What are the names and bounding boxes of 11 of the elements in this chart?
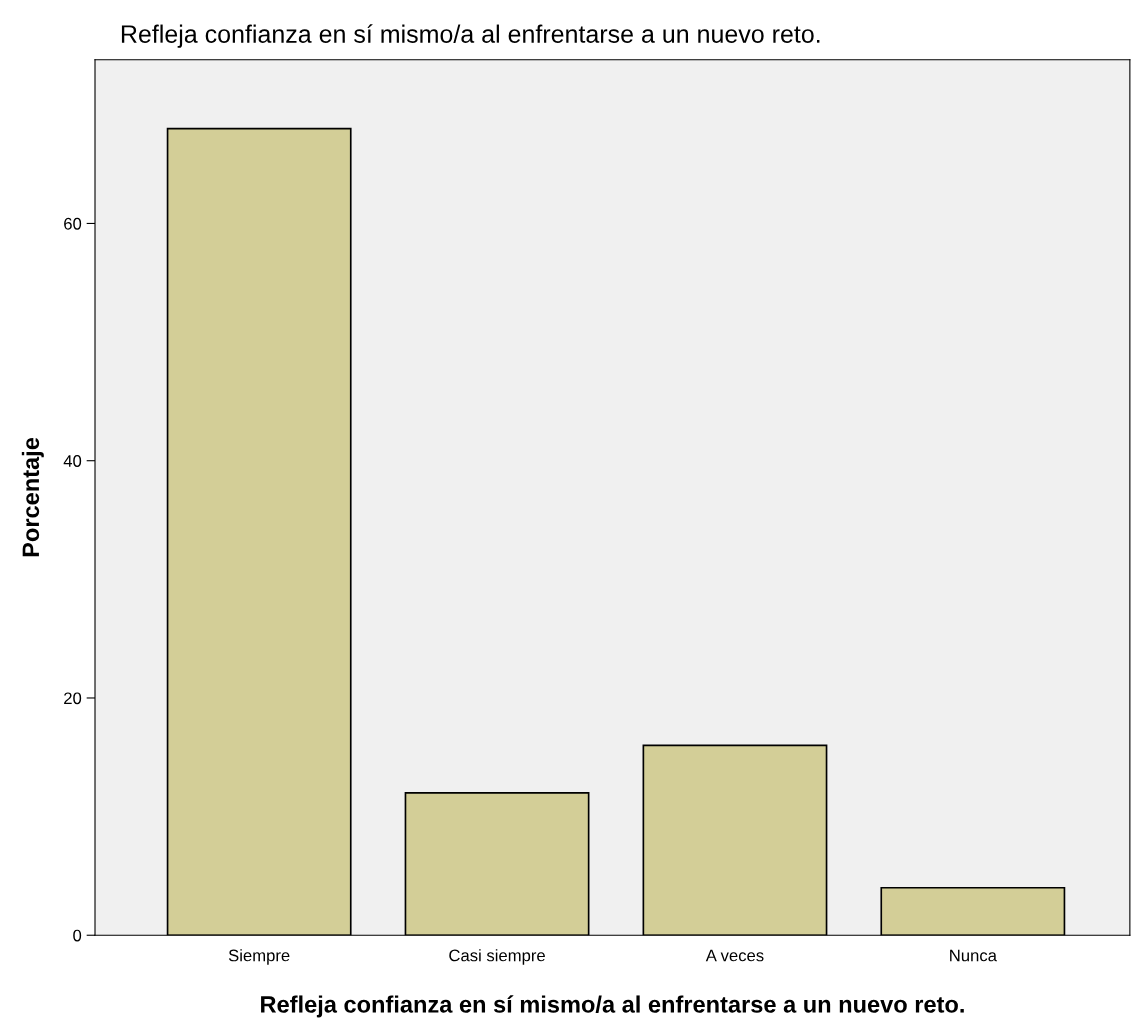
y-tick-label: 60 [64,217,82,230]
x-tick-label: Casi siempre [449,949,545,965]
y-axis-title: Porcentaje [21,437,44,557]
x-axis-title: Refleja confianza en sí mismo/a al enfrentarse a un nuevo reto. [261,995,964,1018]
chart-title: Refleja confianza en sí mismo/a al enfrentarse a un nuevo reto. [121,24,820,48]
y-tick-label: 20 [64,692,82,705]
x-tick-label: Nunca [950,949,997,962]
x-tick-label: Siempre [228,949,290,965]
y-tick-label: 0 [73,929,82,942]
x-tick-label: A veces [705,949,764,962]
y-tick-label: 40 [63,455,82,467]
